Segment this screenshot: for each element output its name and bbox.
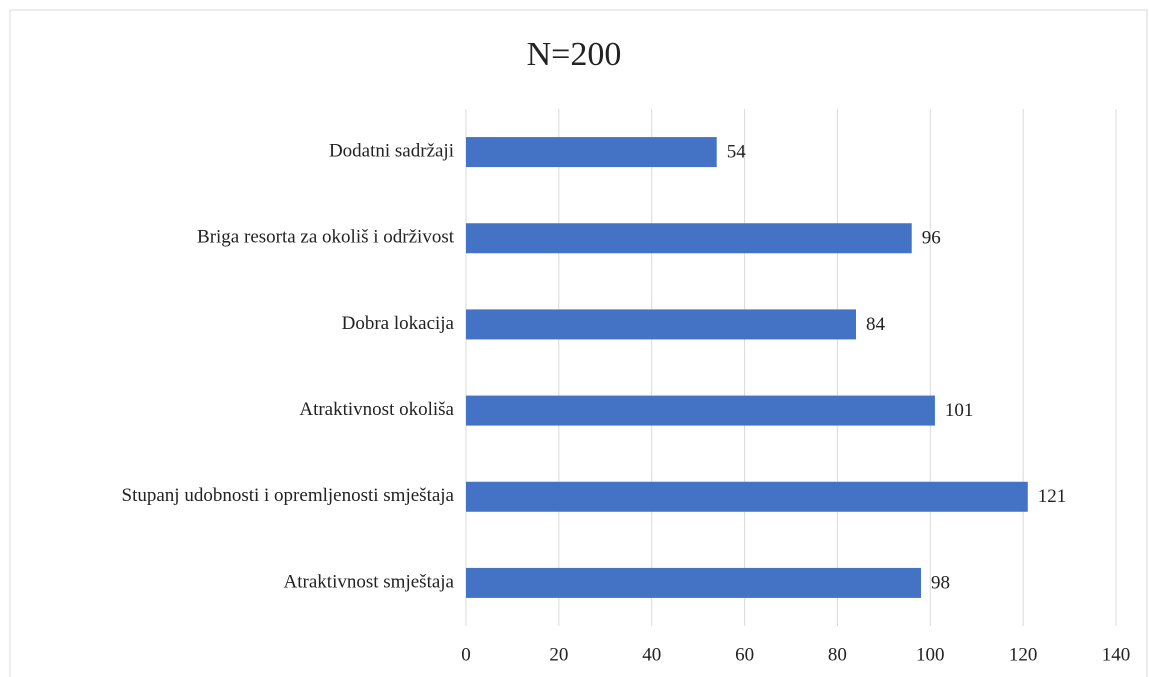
x-tick-label: 40 xyxy=(642,644,661,665)
x-tick-label: 60 xyxy=(735,644,754,665)
bar xyxy=(466,481,1028,512)
x-tick-label: 0 xyxy=(461,644,471,665)
x-tick-label: 120 xyxy=(1009,644,1038,665)
value-label: 84 xyxy=(866,314,886,335)
bar xyxy=(466,567,921,598)
y-tick-label: Atraktivnost okoliša xyxy=(299,399,454,420)
bar xyxy=(466,223,912,254)
x-tick-label: 20 xyxy=(549,644,568,665)
y-tick-label: Briga resorta za okoliš i održivost xyxy=(197,227,455,248)
y-tick-label: Stupanj udobnosti i opremljenosti smješt… xyxy=(122,485,455,506)
x-tick-label: 100 xyxy=(916,644,945,665)
value-label: 121 xyxy=(1038,486,1067,507)
chart-title: N=200 xyxy=(527,36,622,73)
bar xyxy=(466,309,856,340)
x-tick-label: 140 xyxy=(1102,644,1131,665)
chart-border xyxy=(9,9,1148,677)
value-label: 96 xyxy=(922,228,941,249)
bar xyxy=(466,137,717,168)
value-label: 98 xyxy=(931,572,950,593)
x-tick-label: 80 xyxy=(828,644,847,665)
value-label: 101 xyxy=(945,400,974,421)
y-tick-label: Atraktivnost smještaja xyxy=(284,571,455,592)
value-label: 54 xyxy=(727,141,747,162)
y-tick-label: Dobra lokacija xyxy=(342,313,455,334)
y-tick-label: Dodatni sadržaji xyxy=(329,140,454,161)
bar xyxy=(466,395,935,426)
